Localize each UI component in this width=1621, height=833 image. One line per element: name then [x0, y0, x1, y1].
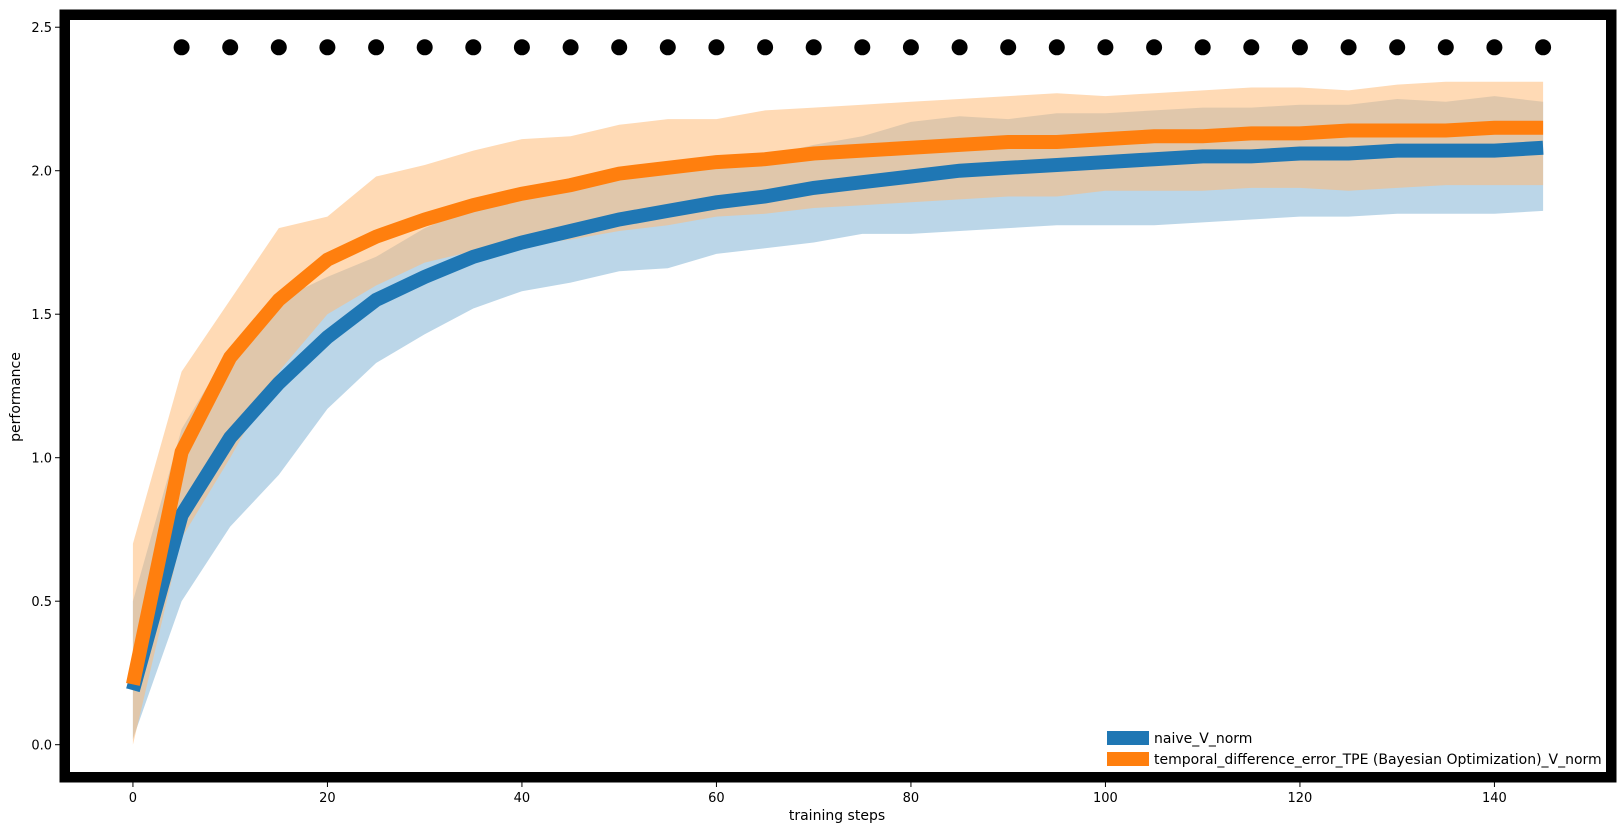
x-tick-label-6: 120	[1288, 791, 1313, 806]
x-axis: 0 20 40 60 80 100 120 140	[129, 782, 1507, 806]
marker-dot-21	[1194, 39, 1211, 56]
marker-dot-28	[1535, 39, 1552, 56]
marker-dot-18	[1048, 39, 1065, 56]
legend-label-tpe: temporal_difference_error_TPE (Bayesian …	[1154, 752, 1602, 768]
marker-dot-5	[416, 39, 433, 56]
line-series-0	[126, 140, 1544, 693]
y-tick-label-3: 1.5	[31, 308, 52, 323]
line-series-1	[126, 120, 1544, 686]
y-tick-label-4: 2.0	[31, 165, 52, 180]
legend-swatch-naive	[1107, 731, 1149, 745]
thick-frame	[60, 10, 1616, 782]
x-tick-label-4: 80	[903, 791, 920, 806]
x-tick-label-5: 100	[1093, 791, 1118, 806]
x-tick-label-7: 140	[1482, 791, 1507, 806]
marker-dot-0	[173, 39, 190, 56]
marker-dot-20	[1146, 39, 1163, 56]
marker-dot-13	[805, 39, 822, 56]
marker-dot-25	[1389, 39, 1406, 56]
marker-dot-1	[222, 39, 239, 56]
marker-dot-15	[902, 39, 919, 56]
y-tick-label-1: 0.5	[31, 595, 52, 610]
marker-dot-7	[513, 39, 530, 56]
marker-dot-4	[368, 39, 385, 56]
marker-dot-11	[708, 39, 725, 56]
x-tick-label-3: 60	[708, 791, 725, 806]
marker-dot-6	[465, 39, 482, 56]
marker-dot-16	[951, 39, 968, 56]
legend-label-naive: naive_V_norm	[1154, 731, 1252, 747]
marker-dots	[173, 39, 1552, 56]
marker-dot-27	[1486, 39, 1503, 56]
y-tick-label-0: 0.0	[31, 739, 52, 754]
marker-dot-9	[611, 39, 628, 56]
y-tick-label-5: 2.5	[31, 21, 52, 36]
marker-dot-19	[1097, 39, 1114, 56]
marker-dot-8	[562, 39, 579, 56]
series-lines	[126, 120, 1544, 693]
marker-dot-23	[1291, 39, 1308, 56]
y-tick-label-2: 1.0	[31, 452, 52, 467]
x-tick-label-0: 0	[129, 791, 137, 806]
plot-area	[59, 9, 1617, 783]
x-tick-label-1: 20	[319, 791, 336, 806]
marker-dot-3	[319, 39, 336, 56]
y-axis-label: performance	[8, 352, 24, 442]
marker-dot-2	[270, 39, 287, 56]
marker-dot-17	[1000, 39, 1017, 56]
x-axis-label: training steps	[789, 808, 885, 824]
marker-dot-26	[1437, 39, 1454, 56]
marker-dot-22	[1243, 39, 1260, 56]
marker-dot-10	[659, 39, 676, 56]
marker-dot-24	[1340, 39, 1357, 56]
legend: naive_V_norm temporal_difference_error_T…	[1107, 731, 1602, 768]
marker-dot-14	[854, 39, 871, 56]
axes-spine	[59, 9, 1617, 783]
x-tick-label-2: 40	[514, 791, 531, 806]
y-axis: 0.0 0.5 1.0 1.5 2.0 2.5	[31, 21, 60, 754]
marker-dot-12	[757, 39, 774, 56]
legend-swatch-tpe	[1107, 752, 1149, 766]
